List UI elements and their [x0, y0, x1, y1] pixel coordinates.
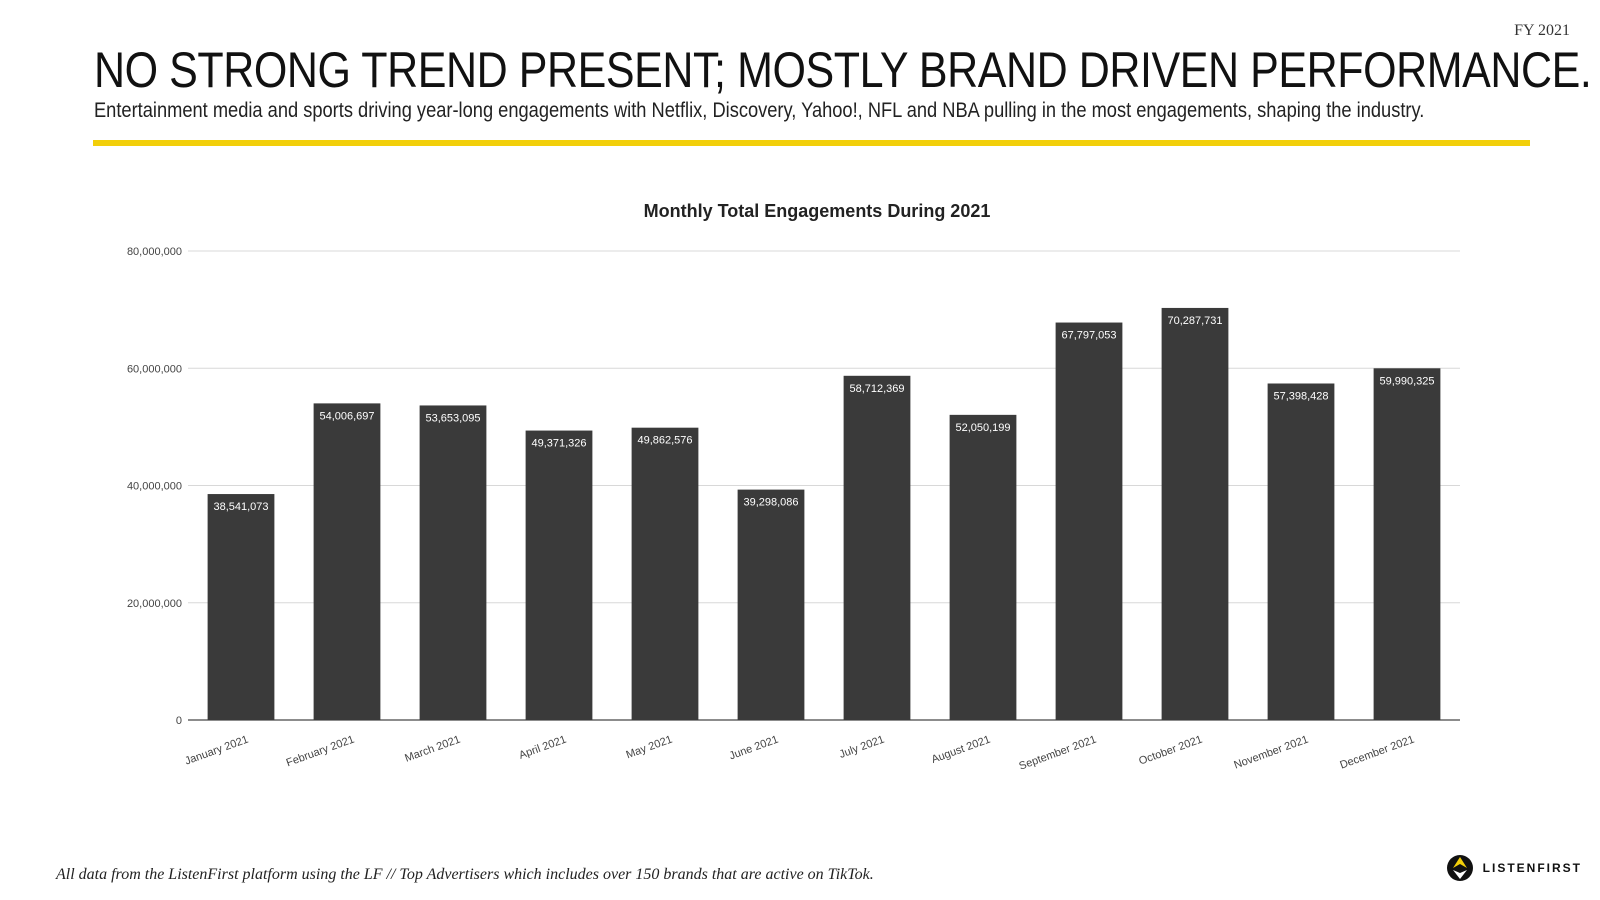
x-tick-label: December 2021	[1338, 734, 1416, 772]
bar	[631, 427, 699, 720]
bar-value-label: 38,541,073	[213, 501, 268, 513]
bar-value-label: 49,862,576	[637, 435, 692, 447]
bar	[1373, 368, 1441, 720]
bar	[419, 405, 487, 720]
bar	[207, 494, 275, 720]
y-tick-label: 20,000,000	[127, 598, 182, 610]
bar	[1055, 322, 1123, 720]
fiscal-year-label: FY 2021	[1514, 22, 1570, 39]
x-tick-label: August 2021	[930, 734, 992, 766]
logo-wordmark: LISTENFIRST	[1482, 861, 1582, 875]
x-tick-label: February 2021	[285, 734, 356, 770]
page-subtitle: Entertainment media and sports driving y…	[94, 99, 1425, 122]
footer-note: All data from the ListenFirst platform u…	[56, 866, 874, 883]
x-tick-label: July 2021	[838, 734, 886, 761]
bar	[843, 375, 911, 720]
bar-value-label: 57,398,428	[1273, 391, 1328, 403]
bar-value-label: 54,006,697	[319, 410, 374, 422]
x-tick-label: September 2021	[1017, 734, 1098, 773]
y-tick-label: 60,000,000	[127, 363, 182, 375]
bar-value-label: 52,050,199	[955, 422, 1010, 434]
bar-value-label: 67,797,053	[1061, 330, 1116, 342]
chart-container: Monthly Total Engagements During 2021 0 20…	[110, 190, 1510, 820]
bar	[949, 414, 1017, 720]
bar-value-label: 49,371,326	[531, 438, 586, 450]
x-tick-label: June 2021	[728, 734, 780, 763]
x-tick-label: April 2021	[517, 734, 568, 762]
chart-title: Monthly Total Engagements During 2021	[644, 201, 991, 221]
bar-chart: Monthly Total Engagements During 2021 0 20…	[127, 201, 1460, 773]
bar	[1267, 383, 1335, 720]
bar	[525, 430, 593, 720]
bar	[1161, 307, 1229, 720]
listenfirst-logo: LISTENFIRST	[1445, 853, 1582, 883]
bar-value-label: 59,990,325	[1379, 375, 1434, 387]
page-title: NO STRONG TREND PRESENT; MOSTLY BRAND DR…	[94, 42, 1592, 98]
bar-value-label: 39,298,086	[743, 497, 798, 509]
x-tick-label: March 2021	[403, 734, 462, 765]
x-tick-label: May 2021	[625, 734, 675, 762]
bar-value-label: 53,653,095	[425, 412, 480, 424]
bar	[737, 489, 805, 720]
x-tick-label: January 2021	[183, 734, 250, 768]
x-tick-label: November 2021	[1232, 734, 1310, 772]
bar	[313, 403, 381, 720]
y-tick-label: 0	[176, 715, 182, 727]
y-tick-label: 40,000,000	[127, 481, 182, 493]
listenfirst-logo-icon	[1446, 855, 1473, 881]
bar-value-label: 70,287,731	[1167, 315, 1222, 327]
y-tick-label: 80,000,000	[127, 246, 182, 258]
bar-value-label: 58,712,369	[849, 383, 904, 395]
accent-divider	[93, 140, 1530, 146]
x-tick-label: October 2021	[1137, 734, 1204, 768]
